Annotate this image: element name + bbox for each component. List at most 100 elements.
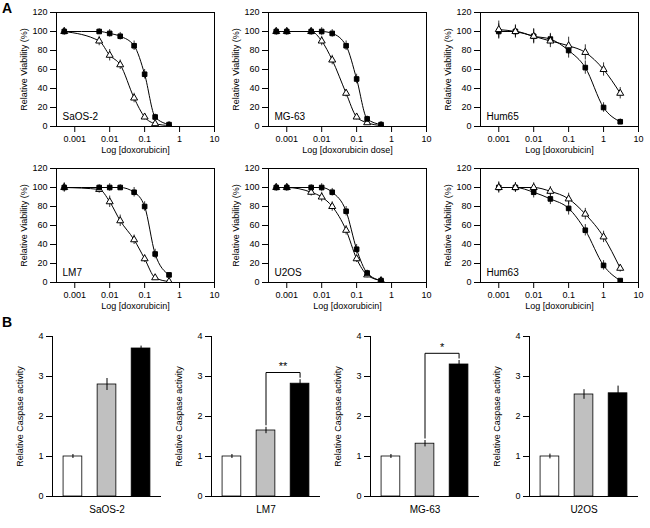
svg-text:10: 10 xyxy=(633,290,643,300)
svg-text:10: 10 xyxy=(209,290,219,300)
svg-text:0.1: 0.1 xyxy=(562,290,575,300)
svg-text:Relative Caspase activity: Relative Caspase activity xyxy=(15,366,25,467)
svg-text:40: 40 xyxy=(249,83,259,93)
svg-text:10: 10 xyxy=(421,134,431,144)
svg-text:0.01: 0.01 xyxy=(101,290,119,300)
svg-text:U2OS: U2OS xyxy=(570,504,598,515)
svg-text:120: 120 xyxy=(456,163,471,173)
svg-text:100: 100 xyxy=(244,182,259,192)
svg-text:3: 3 xyxy=(197,371,202,381)
svg-text:0.1: 0.1 xyxy=(350,134,363,144)
svg-text:20: 20 xyxy=(37,102,47,112)
svg-text:0: 0 xyxy=(254,277,259,287)
svg-text:2: 2 xyxy=(515,411,520,421)
svg-text:120: 120 xyxy=(244,163,259,173)
svg-text:0.001: 0.001 xyxy=(64,134,87,144)
svg-text:20: 20 xyxy=(461,258,471,268)
svg-text:1: 1 xyxy=(38,451,43,461)
svg-text:2: 2 xyxy=(197,411,202,421)
svg-text:60: 60 xyxy=(461,64,471,74)
svg-text:80: 80 xyxy=(249,45,259,55)
svg-text:1: 1 xyxy=(177,134,182,144)
svg-text:SaOS-2: SaOS-2 xyxy=(89,504,125,515)
svg-text:0.01: 0.01 xyxy=(525,290,543,300)
svg-text:20: 20 xyxy=(249,258,259,268)
svg-text:Log [doxorubicin dose]: Log [doxorubicin dose] xyxy=(302,145,393,155)
svg-text:40: 40 xyxy=(37,239,47,249)
svg-text:0.1: 0.1 xyxy=(350,290,363,300)
svg-text:20: 20 xyxy=(249,102,259,112)
svg-text:80: 80 xyxy=(249,201,259,211)
svg-text:120: 120 xyxy=(32,163,47,173)
svg-text:3: 3 xyxy=(356,371,361,381)
svg-text:Relative Caspase activity: Relative Caspase activity xyxy=(492,366,502,467)
svg-text:4: 4 xyxy=(356,331,361,341)
svg-text:MG-63: MG-63 xyxy=(410,504,441,515)
svg-text:LM7: LM7 xyxy=(63,267,83,278)
svg-text:10: 10 xyxy=(633,134,643,144)
svg-text:100: 100 xyxy=(456,182,471,192)
svg-text:Relative Viability (%): Relative Viability (%) xyxy=(19,184,29,266)
svg-text:100: 100 xyxy=(244,26,259,36)
svg-text:0.01: 0.01 xyxy=(313,134,331,144)
svg-text:1: 1 xyxy=(389,134,394,144)
svg-text:40: 40 xyxy=(249,239,259,249)
svg-text:1: 1 xyxy=(177,290,182,300)
svg-text:10: 10 xyxy=(209,134,219,144)
svg-text:0: 0 xyxy=(466,121,471,131)
svg-text:4: 4 xyxy=(38,331,43,341)
svg-text:Relative Viability (%): Relative Viability (%) xyxy=(231,28,241,110)
svg-text:120: 120 xyxy=(244,7,259,17)
svg-text:1: 1 xyxy=(601,290,606,300)
svg-text:**: ** xyxy=(279,360,288,372)
svg-text:60: 60 xyxy=(249,64,259,74)
svg-text:0.01: 0.01 xyxy=(525,134,543,144)
svg-text:100: 100 xyxy=(32,26,47,36)
svg-text:1: 1 xyxy=(601,134,606,144)
svg-text:0.001: 0.001 xyxy=(488,290,511,300)
svg-text:Log [doxorubicin]: Log [doxorubicin] xyxy=(525,145,594,155)
svg-text:LM7: LM7 xyxy=(256,504,276,515)
svg-text:Log [doxorubicin]: Log [doxorubicin] xyxy=(101,145,170,155)
svg-text:Log [doxorubicin]: Log [doxorubicin] xyxy=(313,301,382,311)
svg-text:3: 3 xyxy=(515,371,520,381)
svg-text:Relative Viability (%): Relative Viability (%) xyxy=(231,184,241,266)
svg-text:80: 80 xyxy=(37,45,47,55)
svg-text:0: 0 xyxy=(42,277,47,287)
svg-text:60: 60 xyxy=(37,220,47,230)
svg-text:0.001: 0.001 xyxy=(64,290,87,300)
svg-text:10: 10 xyxy=(421,290,431,300)
svg-text:Relative Caspase activity: Relative Caspase activity xyxy=(174,366,184,467)
svg-text:0.01: 0.01 xyxy=(313,290,331,300)
svg-text:4: 4 xyxy=(515,331,520,341)
svg-text:0: 0 xyxy=(197,491,202,501)
svg-text:0.1: 0.1 xyxy=(138,134,151,144)
svg-text:SaOS-2: SaOS-2 xyxy=(63,111,99,122)
svg-text:0: 0 xyxy=(466,277,471,287)
svg-text:20: 20 xyxy=(461,102,471,112)
svg-text:MG-63: MG-63 xyxy=(275,111,306,122)
svg-text:0.1: 0.1 xyxy=(138,290,151,300)
svg-text:U2OS: U2OS xyxy=(275,267,303,278)
svg-text:1: 1 xyxy=(197,451,202,461)
svg-text:Relative Viability (%): Relative Viability (%) xyxy=(19,28,29,110)
svg-text:Hum63: Hum63 xyxy=(487,267,520,278)
svg-text:80: 80 xyxy=(461,201,471,211)
svg-text:60: 60 xyxy=(461,220,471,230)
svg-text:0: 0 xyxy=(356,491,361,501)
svg-text:60: 60 xyxy=(249,220,259,230)
svg-text:0.001: 0.001 xyxy=(276,290,299,300)
svg-text:20: 20 xyxy=(37,258,47,268)
svg-text:1: 1 xyxy=(515,451,520,461)
svg-text:3: 3 xyxy=(38,371,43,381)
svg-text:4: 4 xyxy=(197,331,202,341)
svg-text:*: * xyxy=(440,341,445,353)
svg-text:Log [doxorubicin]: Log [doxorubicin] xyxy=(525,301,594,311)
svg-text:0: 0 xyxy=(38,491,43,501)
svg-text:0.01: 0.01 xyxy=(101,134,119,144)
svg-text:120: 120 xyxy=(32,7,47,17)
svg-text:60: 60 xyxy=(37,64,47,74)
svg-text:0.001: 0.001 xyxy=(276,134,299,144)
svg-text:0: 0 xyxy=(42,121,47,131)
svg-text:1: 1 xyxy=(389,290,394,300)
